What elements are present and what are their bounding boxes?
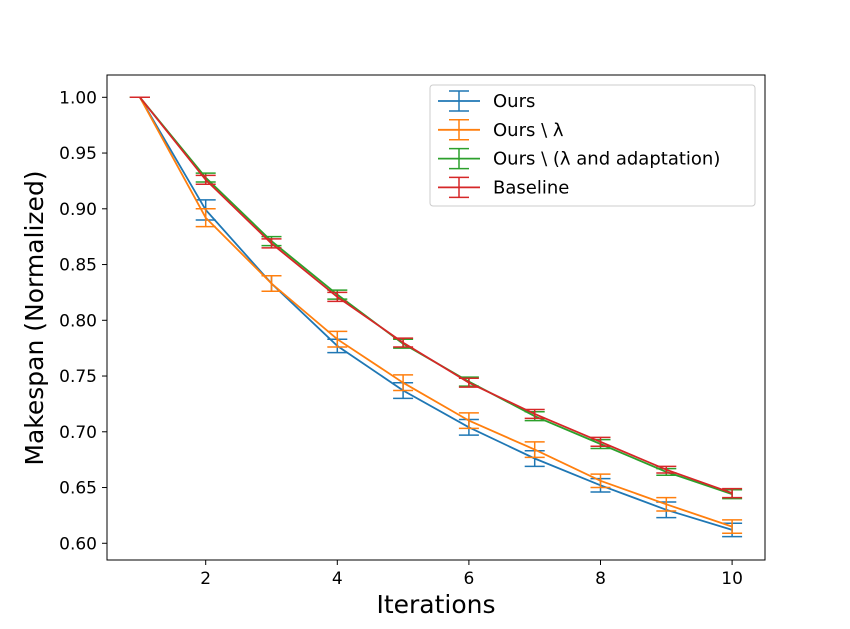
- error-bar: [524, 408, 545, 420]
- error-bar: [590, 473, 611, 489]
- legend-label: Ours \ (λ and adaptation): [493, 149, 720, 170]
- legend-label: Ours \ λ: [493, 120, 564, 141]
- error-bar: [656, 496, 677, 512]
- x-tick-label: 6: [463, 569, 474, 589]
- error-bar: [195, 208, 216, 228]
- y-tick-label: 0.95: [59, 144, 97, 164]
- error-bar: [722, 487, 743, 499]
- y-tick-label: 0.80: [59, 311, 97, 331]
- error-bar: [722, 519, 743, 534]
- series-3: [129, 96, 743, 499]
- x-tick-label: 8: [595, 569, 606, 589]
- error-bar: [393, 374, 414, 392]
- error-bar: [393, 337, 414, 348]
- x-tick-label: 2: [200, 569, 211, 589]
- error-bar: [261, 274, 282, 293]
- x-tick-label: 10: [721, 569, 743, 589]
- legend-box: [429, 84, 756, 207]
- legend-handle: [438, 90, 480, 112]
- legend-label: Baseline: [493, 177, 569, 198]
- plot-frame: [106, 74, 766, 561]
- legend-label: Ours: [493, 91, 535, 112]
- legend-handle: [438, 147, 480, 170]
- y-tick-label: 0.75: [59, 367, 97, 387]
- error-bar: [327, 291, 348, 303]
- legend-item: Ours \ λ: [438, 119, 564, 141]
- y-tick-label: 1.00: [59, 88, 97, 108]
- legend-item: Baseline: [438, 176, 569, 199]
- error-bar: [261, 238, 282, 249]
- series-line: [139, 96, 733, 494]
- error-bar: [458, 377, 479, 388]
- error-bar: [656, 465, 677, 474]
- x-axis-title: Iterations: [376, 590, 495, 619]
- y-tick-label: 0.90: [59, 200, 97, 220]
- y-tick-label: 0.85: [59, 256, 97, 276]
- series-layer: [129, 96, 743, 538]
- y-tick-label: 0.65: [59, 479, 97, 499]
- y-tick-label: 0.60: [59, 534, 97, 554]
- error-bar: [327, 330, 348, 348]
- series-line: [139, 96, 733, 528]
- error-bar: [590, 436, 611, 448]
- legend-handle: [438, 176, 480, 199]
- ticks-layer: 2 4 6 8 10 0.60 0.65 0.70 0.75 0.80 0.85 0.90 0.95 1.…: [59, 88, 743, 589]
- x-tick-label: 4: [332, 569, 343, 589]
- legend-item: Ours \ (λ and adaptation): [438, 147, 720, 170]
- series-line: [139, 96, 733, 531]
- y-tick-label: 0.70: [59, 423, 97, 443]
- error-bar: [524, 441, 545, 459]
- legend-item: Ours: [438, 90, 535, 112]
- error-bar: [458, 412, 479, 430]
- error-bar: [195, 174, 216, 186]
- legend: Ours Ours \ λ Ours \ (λ and adaptation) Bas…: [429, 84, 756, 207]
- legend-handle: [438, 119, 480, 141]
- series-1: [129, 96, 743, 534]
- y-axis-title: Makespan (Normalized): [20, 170, 49, 465]
